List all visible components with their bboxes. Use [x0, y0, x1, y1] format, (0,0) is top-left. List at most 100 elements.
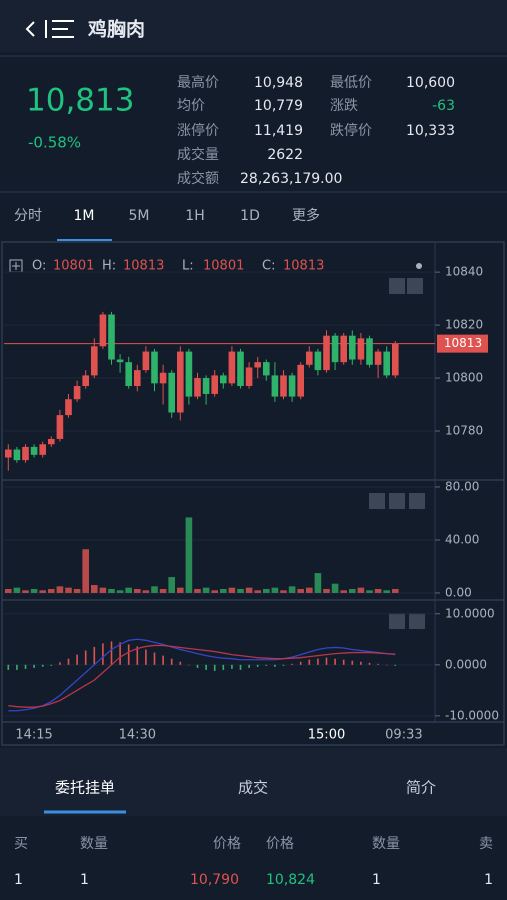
macd-bar — [127, 644, 130, 665]
timeframe-tab[interactable]: 更多 — [292, 207, 320, 224]
macd-bar — [84, 650, 87, 665]
macd-bar — [274, 664, 276, 667]
macd-bar — [179, 661, 182, 665]
macd-bar — [256, 664, 259, 667]
timeframe-tab[interactable]: 1H — [185, 208, 204, 224]
volume-bar — [73, 588, 81, 593]
candle-body — [237, 351, 244, 386]
timeframe-tab[interactable]: 1M — [74, 208, 95, 224]
volume-bar — [177, 587, 184, 593]
candle-body — [125, 362, 132, 386]
timeframe-tab[interactable]: 5M — [129, 208, 150, 224]
volume-bar — [82, 549, 89, 593]
volume-bar — [39, 590, 46, 593]
candle-body — [168, 372, 175, 413]
macd-bar — [16, 664, 18, 670]
volume-bar — [211, 590, 218, 593]
timeframe-tab[interactable]: 1D — [240, 208, 260, 224]
candle-body — [211, 375, 218, 394]
candle-body — [366, 338, 373, 365]
volume-bar — [280, 590, 287, 593]
macd-bar — [205, 664, 207, 670]
macd-bar — [325, 657, 328, 665]
macd-bar — [170, 658, 173, 665]
menu-icon[interactable] — [45, 20, 74, 38]
back-button[interactable] — [25, 21, 35, 37]
macd-bar — [110, 641, 113, 665]
volume-bar — [108, 588, 115, 593]
candle-body — [297, 364, 304, 397]
macd-bar — [162, 655, 164, 665]
candle-body — [185, 351, 193, 397]
candle-body — [271, 375, 279, 397]
candle-body — [5, 449, 12, 458]
macd-bar — [394, 664, 397, 666]
volume-bar — [30, 588, 38, 593]
macd-bar — [7, 664, 10, 670]
bottom-tab-bar — [0, 748, 507, 816]
macd-bar — [102, 643, 104, 665]
candle-body — [349, 335, 356, 360]
macd-bar — [33, 664, 35, 668]
settings-dot[interactable] — [416, 263, 422, 269]
order-header: 卖 — [479, 836, 493, 852]
candle-body — [73, 385, 81, 400]
order-header: 价格 — [266, 836, 294, 852]
timeframe-tab[interactable]: 分时 — [14, 208, 42, 224]
candle-body — [254, 362, 261, 368]
candle-body — [280, 375, 287, 397]
bottom-tab[interactable]: 成交 — [238, 779, 268, 797]
candle-body — [82, 375, 89, 386]
order-cell: 10,824 — [266, 872, 315, 888]
volume-bar — [220, 588, 227, 593]
page-title: 鸡胸肉 — [87, 18, 145, 41]
bottom-tab[interactable]: 简介 — [406, 779, 436, 797]
change-percent: -0.58% — [28, 134, 81, 152]
macd-bar — [41, 664, 44, 667]
candle-body — [30, 446, 38, 455]
volume-bar — [374, 588, 382, 593]
order-header: 买 — [14, 836, 28, 852]
macd-bar — [136, 646, 139, 665]
x-tick-label: 14:15 — [15, 728, 52, 743]
panel-buttons[interactable] — [369, 278, 425, 629]
stat-value: 11,419 — [254, 123, 303, 139]
ohlc-label: H: — [102, 259, 116, 274]
candle-body — [202, 378, 210, 394]
order-header: 价格 — [213, 836, 241, 852]
macd-dif-line — [8, 638, 396, 712]
x-tick-label: 15:00 — [308, 728, 345, 743]
ohlc-value: 10801 — [203, 259, 244, 274]
candle-body — [194, 378, 201, 397]
header-bar — [0, 0, 507, 52]
macd-bar — [334, 658, 336, 665]
ohlc-value: 10801 — [53, 259, 94, 274]
volume-bar — [254, 590, 261, 593]
x-tick-label: 09:33 — [385, 728, 422, 743]
y-tick-label: 10820 — [445, 318, 483, 332]
order-cell: 10,790 — [190, 872, 239, 888]
x-tick-label: 14:30 — [119, 728, 156, 743]
macd-bar — [145, 649, 147, 665]
y-tick-label: -10.0000 — [445, 708, 499, 722]
volume-bar — [263, 588, 270, 593]
candle-body — [13, 449, 21, 461]
bottom-tab[interactable]: 委托挂单 — [55, 779, 115, 797]
candle-body — [142, 351, 150, 371]
expand-icon-cross — [12, 262, 20, 270]
ohlc-label: O: — [32, 259, 46, 274]
stat-label: 成交额 — [177, 170, 219, 187]
volume-bar — [56, 586, 64, 593]
candle-body — [331, 335, 339, 363]
macd-bar — [377, 663, 379, 665]
macd-bar — [196, 664, 199, 668]
volume-bar — [202, 587, 210, 593]
volume-bar — [228, 587, 236, 593]
y-tick-label: 10800 — [445, 371, 483, 385]
order-header: 数量 — [372, 836, 400, 852]
order-book-bg — [0, 820, 507, 900]
ohlc-label: C: — [262, 259, 275, 274]
ohlc-label: L: — [182, 259, 194, 274]
stat-value: 10,779 — [254, 98, 303, 114]
